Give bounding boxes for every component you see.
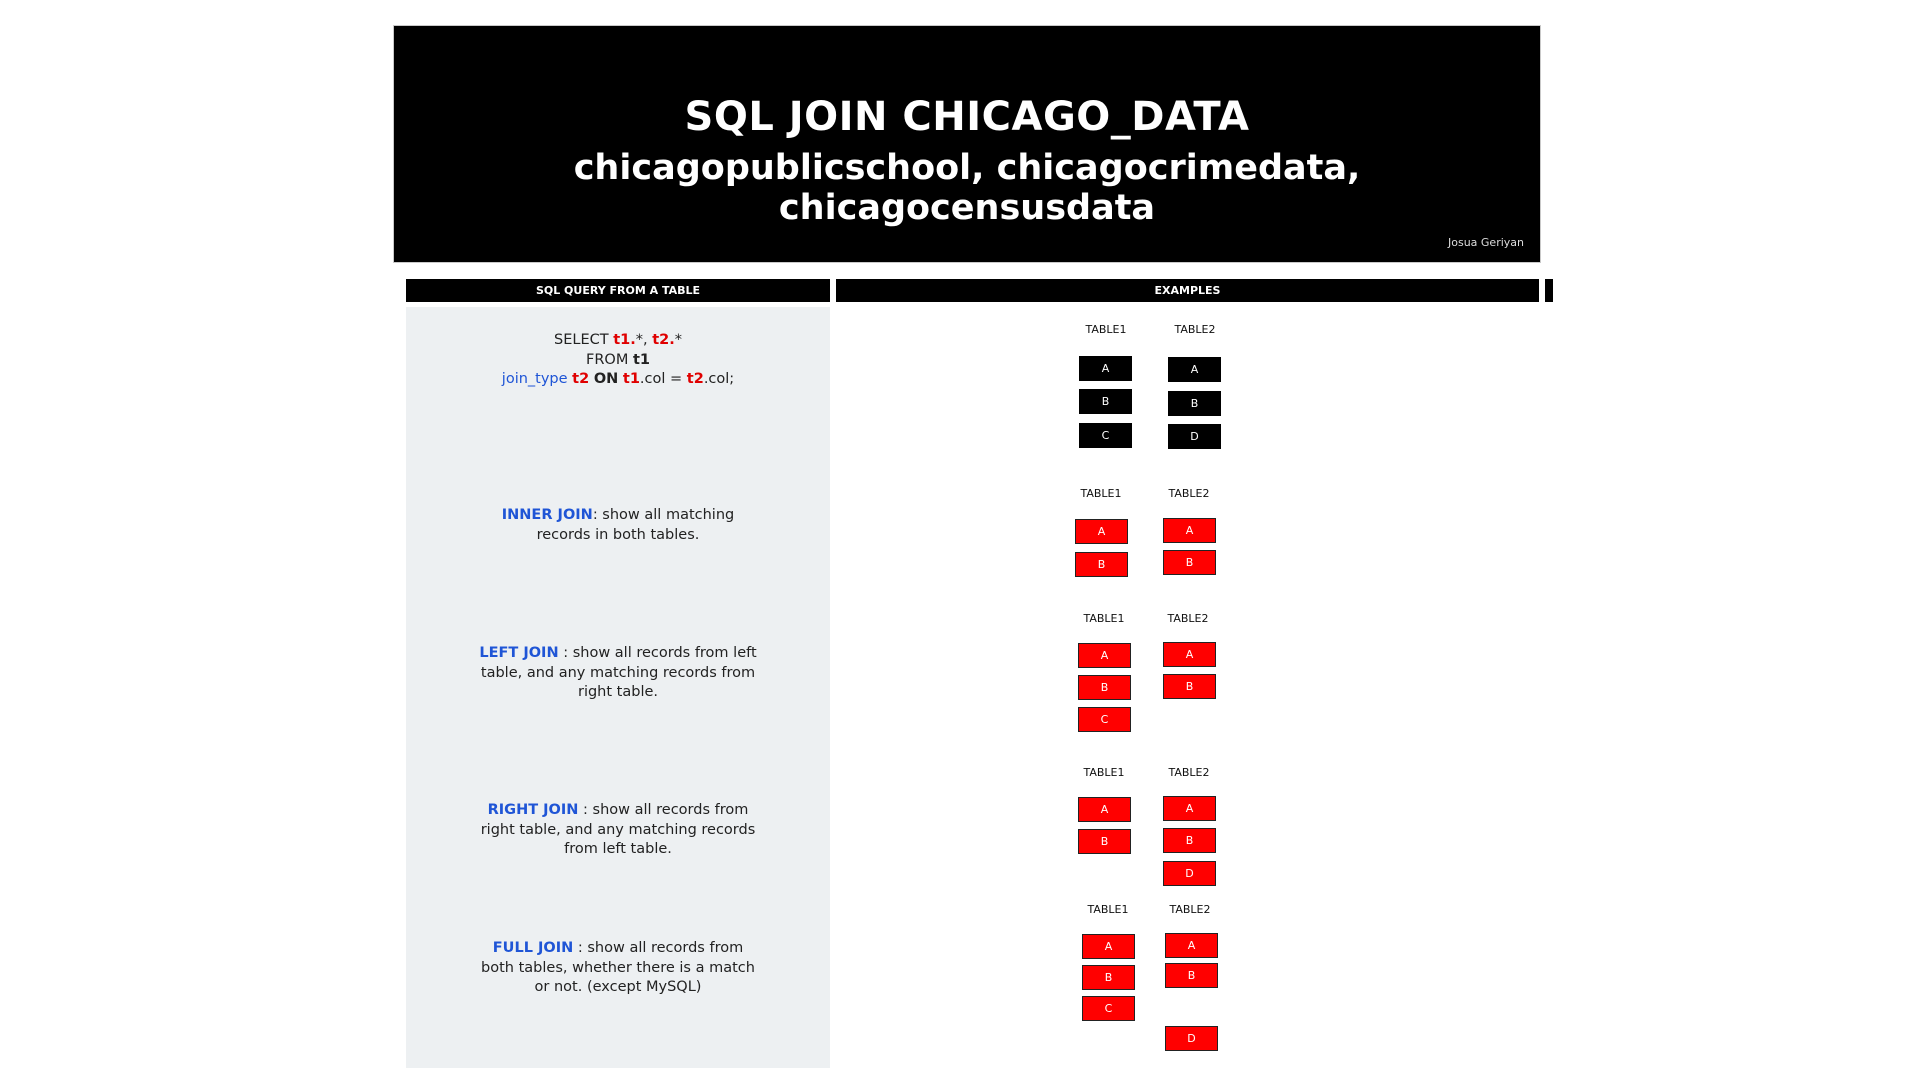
table2-row: D — [1165, 1026, 1218, 1051]
table1-row: A — [1078, 643, 1131, 668]
table1-row: A — [1075, 519, 1128, 544]
table2-row: A — [1168, 357, 1221, 382]
table2-row: A — [1163, 796, 1216, 821]
full-join-keyword: FULL JOIN — [492, 940, 574, 956]
query-line-join: join_type t2 ON t1.col = t2.col; — [406, 370, 830, 390]
inner-join-keyword: INNER JOIN — [501, 507, 593, 523]
query-panel: SELECT t1.*, t2.* FROM t1 join_type t2 O… — [406, 307, 830, 1068]
right-column-header: EXAMPLES — [836, 279, 1539, 302]
table2-row: A — [1163, 518, 1216, 543]
table2-row: D — [1163, 861, 1216, 886]
query-table-t1: t1 — [632, 351, 650, 368]
table1-row: A — [1079, 356, 1132, 381]
query-text: *, — [635, 332, 653, 348]
table1-label: TABLE1 — [1085, 323, 1127, 336]
table1-row: B — [1078, 675, 1131, 700]
table1-label: TABLE1 — [1083, 766, 1125, 779]
table2-row: D — [1168, 424, 1221, 449]
table1-row: B — [1078, 829, 1131, 854]
description-text: from left table. — [564, 841, 672, 857]
table2-row: B — [1163, 828, 1216, 853]
table1-row: C — [1078, 707, 1131, 732]
page-title: SQL JOIN CHICAGO_DATA — [684, 94, 1250, 140]
table2-row: B — [1168, 391, 1221, 416]
left-join-description: LEFT JOIN : show all records from left t… — [406, 644, 830, 703]
query-line-from: FROM t1 — [406, 351, 830, 371]
description-text: table, and any matching records from — [480, 664, 756, 681]
table2-label: TABLE2 — [1169, 903, 1211, 916]
description-text: : show all records from left — [558, 645, 757, 661]
table2-label: TABLE2 — [1168, 766, 1210, 779]
table2-row: A — [1165, 933, 1218, 958]
description-text: right table. — [577, 684, 658, 700]
query-on-keyword: ON — [593, 371, 619, 387]
description-text: : show all records from — [578, 802, 749, 818]
table1-row: A — [1082, 934, 1135, 959]
query-alias-t2: t2. — [652, 332, 675, 348]
left-column-header: SQL QUERY FROM A TABLE — [406, 279, 830, 302]
description-text: both tables, whether there is a match — [481, 959, 755, 976]
query-text: .col = — [639, 371, 687, 387]
query-alias-t1: t1. — [613, 332, 636, 348]
query-table-t2: t2 — [572, 371, 590, 387]
header-edge-mark — [1545, 279, 1553, 302]
table1-row: B — [1082, 965, 1135, 990]
table1-label: TABLE1 — [1080, 487, 1122, 500]
description-text: right table, and any matching records — [480, 821, 756, 838]
table1-row: C — [1082, 996, 1135, 1021]
query-text: FROM — [586, 351, 633, 368]
table1-row: A — [1078, 797, 1131, 822]
full-join-description: FULL JOIN : show all records from both t… — [406, 939, 830, 998]
table2-row: A — [1163, 642, 1216, 667]
query-line-select: SELECT t1.*, t2.* — [406, 331, 830, 351]
description-text: or not. (except MySQL) — [534, 979, 702, 995]
author-name: Josua Geriyan — [1447, 236, 1524, 249]
right-join-description: RIGHT JOIN : show all records from right… — [406, 801, 830, 860]
query-alias-t1: t1 — [622, 371, 640, 387]
sql-query-template: SELECT t1.*, t2.* FROM t1 join_type t2 O… — [406, 331, 830, 390]
table1-label: TABLE1 — [1083, 612, 1125, 625]
table1-label: TABLE1 — [1087, 903, 1129, 916]
inner-join-description: INNER JOIN: show all matching records in… — [406, 506, 830, 545]
query-alias-t2: t2 — [686, 371, 704, 387]
query-join-type: join_type — [501, 371, 568, 387]
left-join-keyword: LEFT JOIN — [479, 645, 559, 661]
title-banner: SQL JOIN CHICAGO_DATA chicagopublicschoo… — [394, 26, 1540, 262]
table2-row: B — [1163, 674, 1216, 699]
table2-row: B — [1163, 550, 1216, 575]
description-text: records in both tables. — [536, 526, 700, 543]
page-subtitle: chicagopublicschool, chicagocrimedata, c… — [573, 148, 1361, 228]
query-text: .col; — [703, 371, 735, 387]
table2-label: TABLE2 — [1167, 612, 1209, 625]
query-text: SELECT — [554, 332, 614, 348]
table2-label: TABLE2 — [1168, 487, 1210, 500]
table1-row: B — [1079, 389, 1132, 414]
right-join-keyword: RIGHT JOIN — [487, 802, 579, 818]
table1-row: C — [1079, 423, 1132, 448]
query-text: * — [674, 332, 682, 348]
table2-label: TABLE2 — [1174, 323, 1216, 336]
table1-row: B — [1075, 552, 1128, 577]
description-text: : show all records from — [573, 940, 744, 956]
table2-row: B — [1165, 963, 1218, 988]
description-text: : show all matching — [592, 507, 735, 523]
